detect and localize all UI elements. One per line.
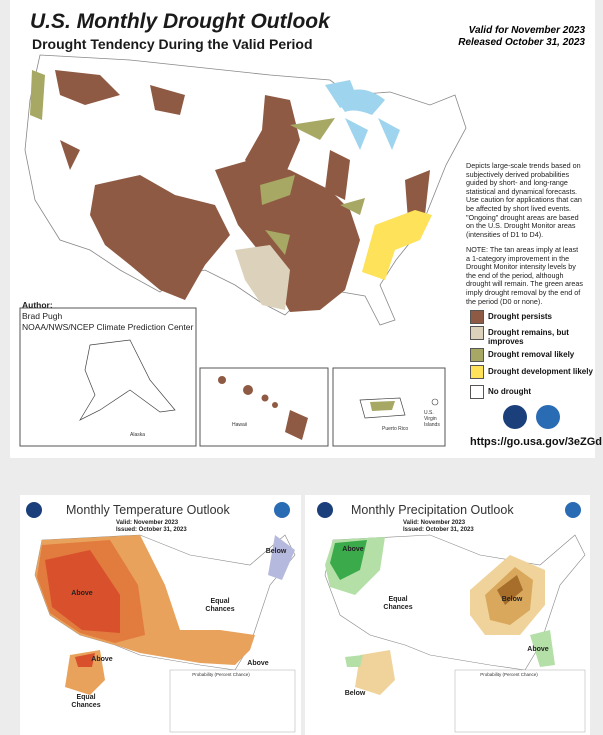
temperature-map bbox=[26, 502, 296, 733]
legend-swatch bbox=[470, 365, 484, 379]
doc-logo bbox=[503, 405, 527, 429]
legend-label: No drought bbox=[488, 387, 532, 396]
doc-logo bbox=[317, 502, 333, 518]
description: Depicts large-scale trends based on subj… bbox=[466, 161, 582, 239]
alaska-label: Alaska bbox=[130, 432, 146, 438]
legend-label: Drought persists bbox=[488, 312, 553, 321]
hawaii-label: Hawaii bbox=[232, 422, 248, 428]
region-label: Above bbox=[527, 646, 549, 653]
temperature-valid: Valid: November 2023 bbox=[116, 520, 179, 526]
legend-swatch bbox=[470, 348, 484, 362]
hawaii-islands bbox=[218, 376, 308, 440]
alaska-above-inner bbox=[75, 653, 95, 667]
region-label: Above bbox=[71, 590, 93, 597]
drought-improves-areas bbox=[235, 245, 290, 310]
drought-subtitle: Drought Tendency During the Valid Period bbox=[32, 36, 313, 52]
region-label: Above bbox=[342, 546, 364, 553]
puerto-rico-label: Puerto Rico bbox=[382, 426, 409, 432]
region-label: Above bbox=[91, 656, 113, 663]
drought-map bbox=[19, 54, 560, 447]
legend-swatch bbox=[470, 326, 484, 340]
region-label: Equal Chances bbox=[383, 596, 413, 611]
drought-removal-areas bbox=[30, 70, 365, 255]
drought-development-areas bbox=[362, 210, 432, 280]
precipitation-legend-title: Probability (Percent Chance) bbox=[480, 672, 538, 677]
noaa-logo bbox=[536, 405, 560, 429]
temperature-legend-title: Probability (Percent Chance) bbox=[192, 672, 250, 677]
region-label: Equal Chances bbox=[71, 694, 101, 709]
virgin-islands-shape bbox=[431, 398, 439, 406]
noaa-logo bbox=[274, 502, 290, 518]
region-label: Below bbox=[265, 548, 287, 555]
temperature-issued: Issued: October 31, 2023 bbox=[116, 527, 187, 533]
alaska-below bbox=[355, 650, 395, 695]
great-lakes bbox=[335, 89, 400, 150]
note: NOTE: The tan areas imply at least a 1-c… bbox=[466, 245, 583, 306]
url: https://go.usa.gov/3eZGd bbox=[470, 436, 603, 448]
virgin-islands-label: U.S. Virgin Islands bbox=[424, 410, 440, 428]
drought-title: U.S. Monthly Drought Outlook bbox=[30, 10, 330, 33]
precipitation-valid: Valid: November 2023 bbox=[403, 520, 466, 526]
above-inner bbox=[330, 540, 367, 580]
florida-above bbox=[530, 630, 555, 667]
region-label: Below bbox=[501, 596, 523, 603]
precipitation-issued: Issued: October 31, 2023 bbox=[403, 527, 474, 533]
below-area bbox=[268, 535, 295, 580]
released-date: Released October 31, 2023 bbox=[458, 37, 585, 48]
alaska-above bbox=[65, 650, 105, 695]
above-inner bbox=[45, 550, 120, 633]
hawaii-inset bbox=[199, 367, 329, 447]
legend-label: Drought removal likely bbox=[488, 350, 575, 359]
doc-logo bbox=[26, 502, 42, 518]
puerto-rico-removal bbox=[370, 401, 395, 411]
region-label: Below bbox=[344, 690, 366, 697]
region-label: Equal Chances bbox=[205, 598, 235, 613]
alaska-shape bbox=[79, 339, 176, 421]
legend-swatch bbox=[470, 310, 484, 324]
noaa-logo bbox=[565, 502, 581, 518]
author-name: Brad Pugh bbox=[22, 311, 63, 321]
legend-box bbox=[169, 669, 296, 733]
region-label: Above bbox=[247, 660, 269, 667]
legend-box bbox=[454, 669, 586, 733]
precipitation-title: Monthly Precipitation Outlook bbox=[351, 503, 514, 517]
legend-label: Drought remains, but improves bbox=[488, 328, 569, 346]
author-org: NOAA/NWS/NCEP Climate Prediction Center bbox=[22, 322, 194, 332]
below-inner bbox=[497, 575, 523, 605]
precipitation-map bbox=[317, 502, 586, 733]
alaska-above bbox=[345, 655, 363, 667]
lake bbox=[325, 80, 358, 108]
legend-swatch bbox=[470, 385, 484, 399]
temperature-title: Monthly Temperature Outlook bbox=[66, 503, 230, 517]
legend-label: Drought development likely bbox=[488, 367, 593, 376]
valid-date: Valid for November 2023 bbox=[468, 25, 585, 36]
author-label: Author: bbox=[22, 300, 53, 310]
